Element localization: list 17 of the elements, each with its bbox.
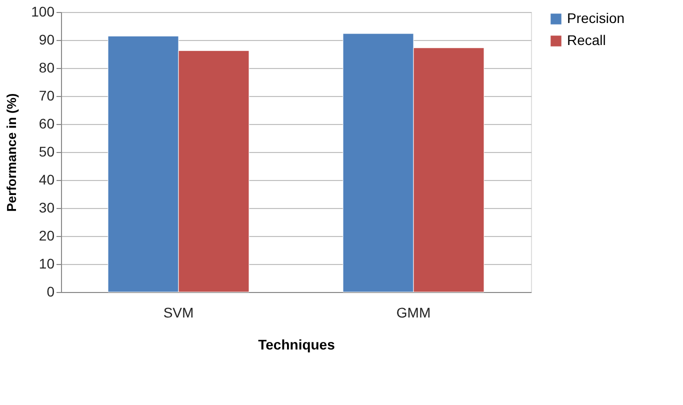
y-tick-label: 100 bbox=[31, 4, 55, 20]
y-tick-label: 90 bbox=[38, 32, 55, 48]
x-tick-label: SVM bbox=[163, 304, 194, 320]
legend-label: Recall bbox=[567, 32, 606, 48]
y-tick-label: 10 bbox=[38, 256, 55, 272]
y-tick-label: 40 bbox=[38, 172, 55, 188]
y-tick-label: 30 bbox=[38, 200, 55, 216]
legend-label: Precision bbox=[567, 10, 625, 26]
y-tick-label: 0 bbox=[46, 284, 55, 300]
y-tick-label: 80 bbox=[38, 60, 55, 76]
y-tick-label: 70 bbox=[38, 88, 55, 104]
y-axis-title: Performance in (%) bbox=[4, 93, 20, 212]
y-tick-label: 60 bbox=[38, 116, 55, 132]
x-tick-label: GMM bbox=[396, 304, 431, 320]
x-axis-title: Techniques bbox=[258, 336, 336, 352]
y-tick-label: 50 bbox=[38, 144, 55, 160]
y-tick-label: 20 bbox=[38, 228, 55, 244]
